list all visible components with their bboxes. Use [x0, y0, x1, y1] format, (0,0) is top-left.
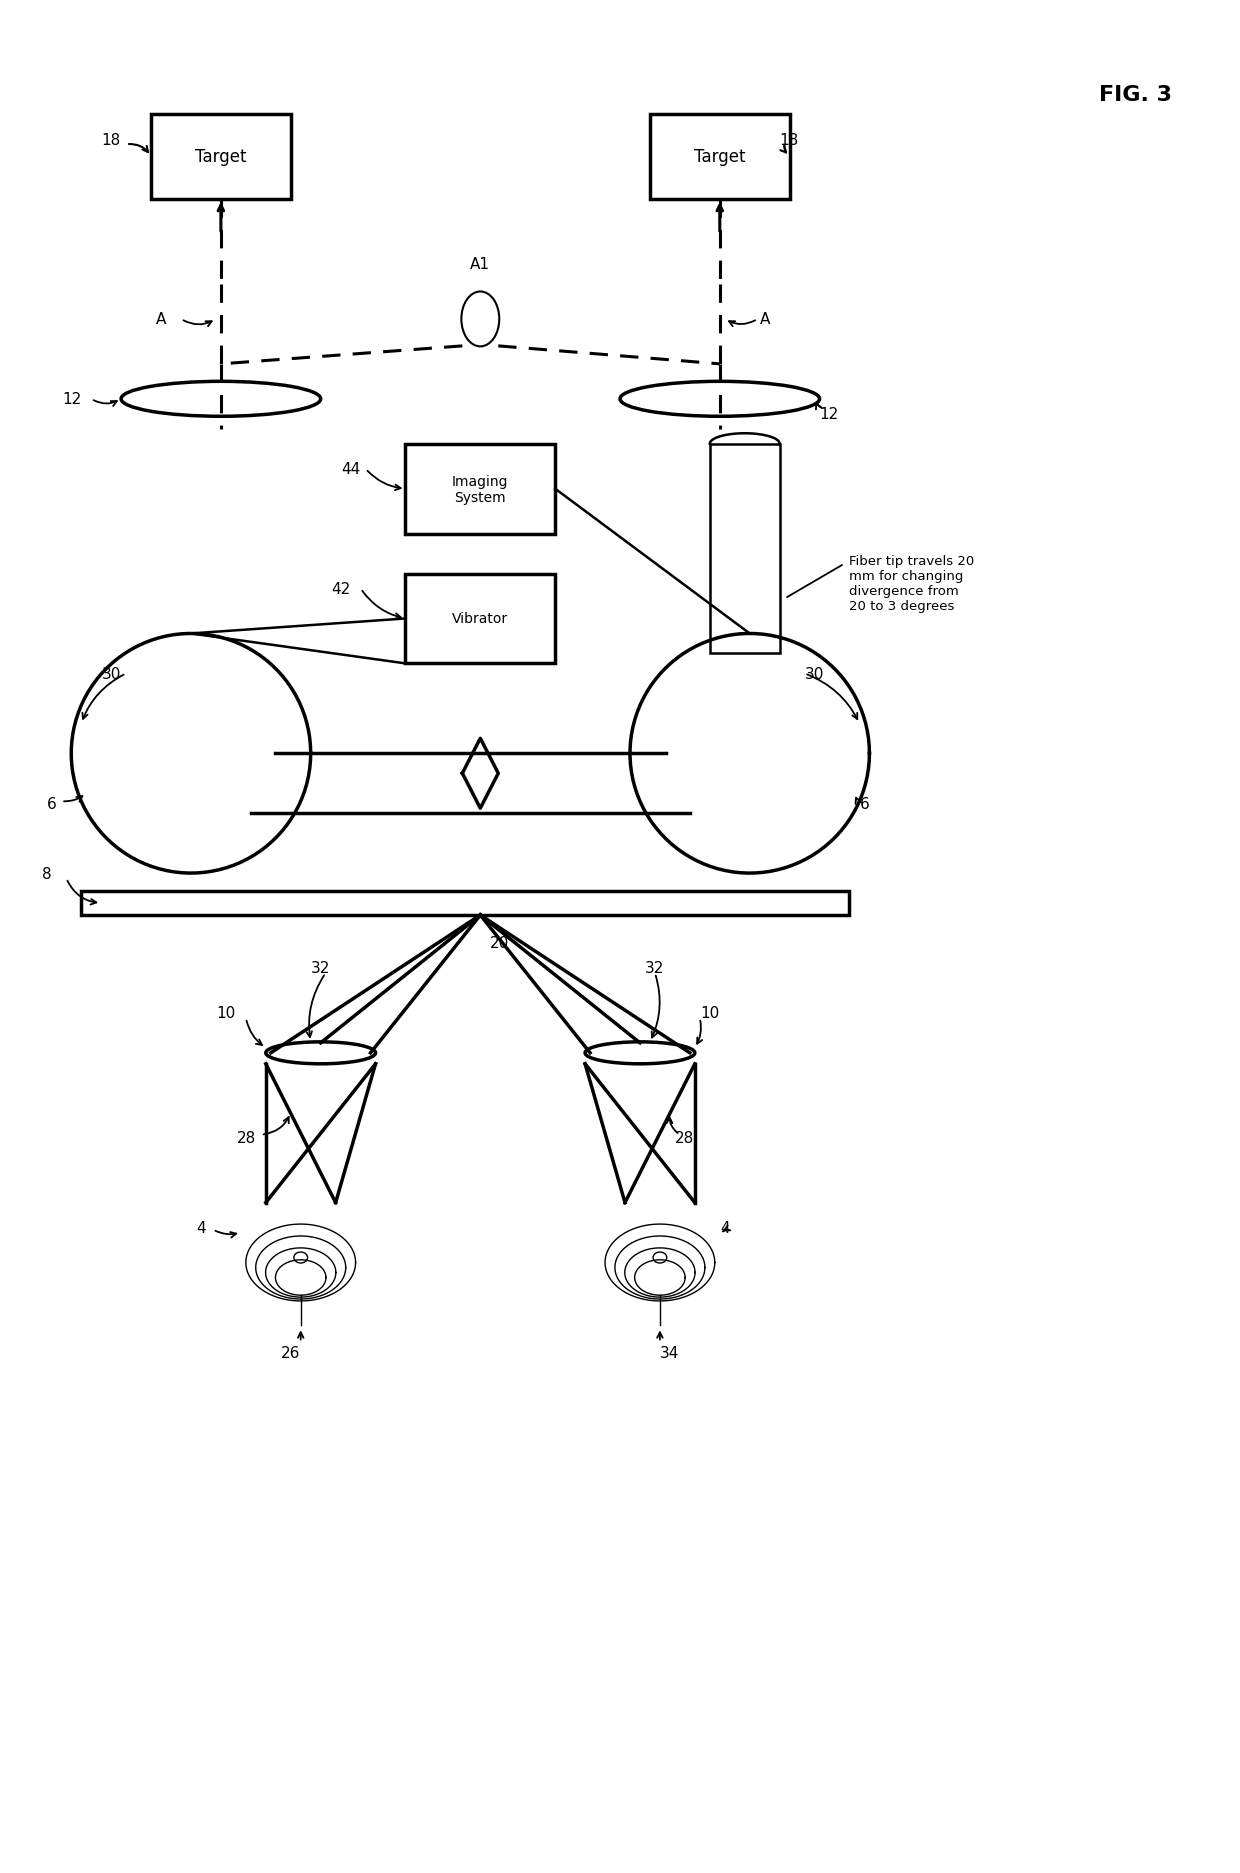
Ellipse shape: [461, 292, 500, 347]
Text: 26: 26: [281, 1345, 300, 1360]
Text: 18: 18: [780, 133, 799, 148]
FancyBboxPatch shape: [151, 114, 290, 200]
Text: 30: 30: [102, 667, 122, 682]
Text: 10: 10: [217, 1006, 236, 1021]
Text: 6: 6: [47, 796, 56, 811]
Text: 42: 42: [331, 583, 351, 597]
Text: A1: A1: [470, 257, 490, 272]
Ellipse shape: [653, 1253, 667, 1264]
FancyBboxPatch shape: [405, 444, 556, 534]
Text: 10: 10: [699, 1006, 719, 1021]
Text: Imaging
System: Imaging System: [453, 474, 508, 504]
Text: Target: Target: [694, 148, 745, 167]
Text: Target: Target: [195, 148, 247, 167]
Text: 32: 32: [311, 961, 330, 976]
Text: A: A: [760, 313, 770, 328]
Text: 44: 44: [341, 463, 361, 478]
Text: 12: 12: [820, 406, 838, 421]
FancyBboxPatch shape: [81, 892, 849, 916]
Text: 6: 6: [859, 796, 869, 811]
Text: 34: 34: [660, 1345, 680, 1360]
Text: FIG. 3: FIG. 3: [1099, 84, 1172, 105]
Text: 18: 18: [102, 133, 120, 148]
Text: Fiber tip travels 20
mm for changing
divergence from
20 to 3 degrees: Fiber tip travels 20 mm for changing div…: [849, 554, 975, 612]
Text: Vibrator: Vibrator: [453, 612, 508, 626]
FancyBboxPatch shape: [709, 444, 780, 654]
Text: 12: 12: [62, 391, 81, 406]
Text: 20: 20: [490, 936, 510, 951]
FancyBboxPatch shape: [650, 114, 790, 200]
Ellipse shape: [294, 1253, 308, 1264]
Text: 32: 32: [645, 961, 665, 976]
Text: 8: 8: [42, 865, 51, 880]
Text: 30: 30: [805, 667, 823, 682]
Text: 4: 4: [196, 1221, 206, 1236]
Text: 4: 4: [719, 1221, 729, 1236]
Text: A: A: [156, 313, 166, 328]
FancyBboxPatch shape: [405, 575, 556, 665]
Text: 28: 28: [675, 1131, 694, 1146]
Text: 28: 28: [237, 1131, 255, 1146]
